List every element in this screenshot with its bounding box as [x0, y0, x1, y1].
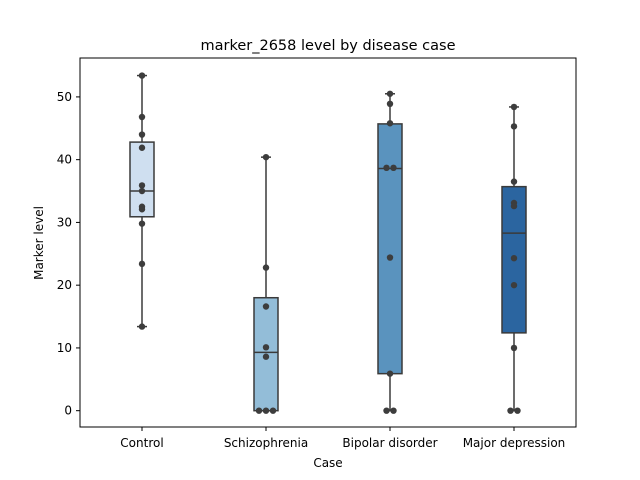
data-point [507, 407, 514, 414]
data-point [383, 164, 390, 172]
data-point [138, 72, 146, 79]
data-point [138, 131, 146, 138]
data-point [269, 407, 277, 414]
data-point [383, 407, 390, 414]
plot-area [129, 72, 527, 414]
data-point [138, 323, 146, 330]
data-point [138, 260, 146, 268]
x-tick-label: Control [120, 436, 163, 450]
box-group-1 [253, 153, 279, 414]
data-point [510, 281, 518, 289]
y-tick-label: 20 [57, 278, 72, 292]
data-point [390, 164, 397, 172]
y-tick-label: 30 [57, 215, 72, 229]
box-group-3 [501, 103, 527, 414]
box-group-0 [129, 72, 155, 330]
data-point [386, 254, 394, 261]
y-tick-label: 0 [64, 404, 72, 418]
data-point [510, 344, 518, 352]
data-point [262, 344, 270, 351]
data-point [138, 113, 146, 121]
data-point [510, 103, 518, 111]
data-point [138, 220, 146, 227]
data-point [510, 254, 518, 262]
x-tick-label: Major depression [463, 436, 566, 450]
data-point [138, 144, 146, 151]
y-tick-label: 40 [57, 153, 72, 167]
axes-frame [79, 57, 577, 428]
box [377, 123, 403, 375]
data-point [262, 353, 270, 360]
data-point [386, 120, 394, 127]
x-axis-label: Case [313, 456, 342, 470]
data-point [386, 370, 394, 377]
data-point [510, 178, 518, 185]
y-tick-label: 50 [57, 90, 72, 104]
data-point [390, 407, 397, 414]
x-tick-label: Bipolar disorder [342, 436, 437, 450]
data-point [262, 303, 270, 310]
data-point [262, 264, 270, 271]
y-axis-label: Marker level [32, 206, 46, 280]
data-point [255, 407, 263, 414]
data-point [138, 206, 146, 213]
data-point [138, 187, 146, 195]
x-tick-label: Schizophrenia [224, 436, 308, 450]
axes: 0 10 20 30 40 50 Control Schizophrenia Bipolar d… [57, 57, 577, 450]
chart-title: marker_2658 level by disease case [201, 38, 456, 54]
data-point [262, 153, 270, 161]
data-point [386, 90, 394, 97]
data-point [138, 182, 146, 189]
box-group-2 [377, 90, 403, 414]
data-point [386, 100, 394, 108]
data-point [510, 202, 518, 210]
data-point [262, 407, 270, 414]
data-point [510, 123, 518, 130]
data-point [514, 407, 521, 414]
y-tick-label: 10 [57, 341, 72, 355]
